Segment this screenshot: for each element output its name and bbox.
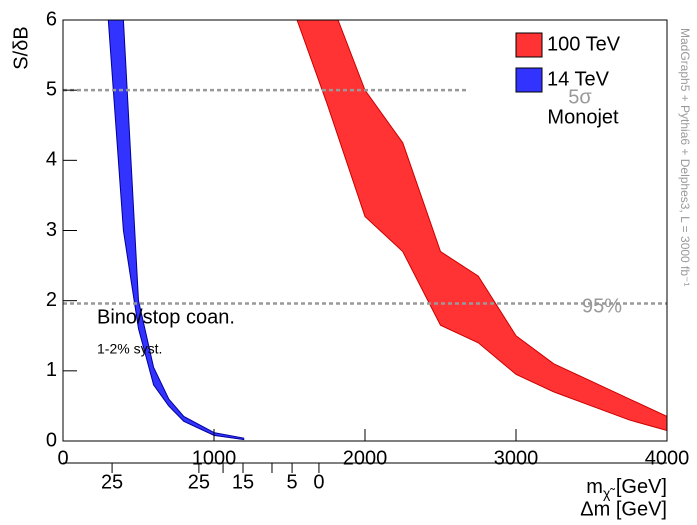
reference-label: 95% <box>582 295 622 317</box>
band-lower <box>296 20 667 431</box>
x-tick-label: 1000 <box>192 447 237 469</box>
band-upper <box>337 20 667 417</box>
band-upper <box>122 20 245 439</box>
legend-label: 14 TeV <box>547 68 610 90</box>
reference-label: 5σ <box>568 86 592 108</box>
dm-axis-label: Δm [GeV] <box>580 498 667 520</box>
x-axis-label: mχ̃ [GeV] <box>586 476 667 500</box>
dm-tick-label: 15 <box>232 471 254 493</box>
annotation: 1-2% syst. <box>97 341 162 357</box>
band-area <box>297 20 667 431</box>
x-tick-label: 4000 <box>645 447 690 469</box>
x-label-unit: [GeV] <box>610 476 667 498</box>
y-tick-label: 4 <box>46 149 57 171</box>
y-tick-label: 5 <box>46 78 57 100</box>
y-axis-label: S/δB <box>10 26 32 69</box>
legend-note: Monojet <box>547 106 619 128</box>
legend-label: 100 TeV <box>547 33 621 55</box>
x-tick-label: 2000 <box>343 447 388 469</box>
side-note: MadGraph5 + Pythia6 + Delphes3, L = 3000… <box>678 28 692 286</box>
plot-area <box>107 20 667 441</box>
y-tick-label: 2 <box>46 289 57 311</box>
y-tick-label: 1 <box>46 359 57 381</box>
dm-tick-label: 25 <box>188 471 210 493</box>
x-tick-label: 0 <box>57 447 68 469</box>
x-tick-label: 3000 <box>494 447 539 469</box>
annotation: Bino/stop coan. <box>97 306 235 328</box>
y-tick-label: 6 <box>46 8 57 30</box>
y-tick-label: 0 <box>46 429 57 451</box>
legend-swatch <box>515 67 543 93</box>
dm-tick-label: 5 <box>287 471 298 493</box>
band-lower <box>107 20 245 441</box>
dm-tick-label: 0 <box>313 471 324 493</box>
y-tick-label: 3 <box>46 219 57 241</box>
band-area <box>108 20 245 440</box>
legend-swatch <box>515 32 543 58</box>
dm-tick-label: 25 <box>101 471 123 493</box>
x-label-main: m <box>586 476 603 498</box>
